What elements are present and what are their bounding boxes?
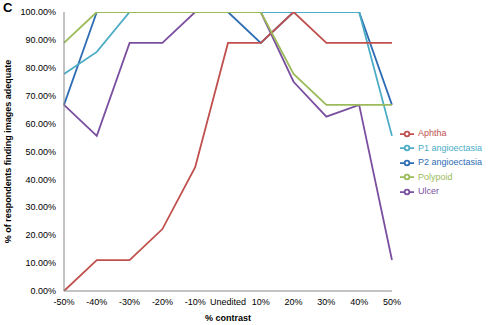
html-text:C: C: [3, 0, 13, 15]
svg-text:10%: 10%: [252, 297, 270, 307]
svg-text:20.00%: 20.00%: [25, 230, 56, 240]
svg-text:Unedited: Unedited: [210, 297, 246, 307]
svg-text:30.00%: 30.00%: [25, 202, 56, 212]
svg-text:0.00%: 0.00%: [30, 286, 56, 296]
svg-text:-30%: -30%: [119, 297, 140, 307]
svg-text:-40%: -40%: [86, 297, 107, 307]
svg-text:-10%: -10%: [185, 297, 206, 307]
html-text:Aphtha: Aphtha: [418, 127, 447, 138]
svg-text:50.00%: 50.00%: [25, 147, 56, 157]
svg-text:40.00%: 40.00%: [25, 175, 56, 185]
svg-text:80.00%: 80.00%: [25, 63, 56, 73]
html-text:Ulcer: Ulcer: [418, 186, 439, 197]
svg-text:100.00%: 100.00%: [20, 7, 56, 17]
svg-text:40%: 40%: [350, 297, 368, 307]
svg-text:-50%: -50%: [53, 297, 74, 307]
svg-text:% contrast: % contrast: [205, 313, 251, 323]
svg-text:70.00%: 70.00%: [25, 91, 56, 101]
svg-text:20%: 20%: [285, 297, 303, 307]
svg-text:-20%: -20%: [152, 297, 173, 307]
html-text:P1 angioectasia: P1 angioectasia: [418, 142, 482, 153]
svg-text:% of respondents finding image: % of respondents finding images adequate: [8, 60, 13, 244]
html-text:P2 angioectasia: P2 angioectasia: [418, 157, 482, 168]
html-text:Polypoid: Polypoid: [418, 171, 453, 182]
svg-text:50%: 50%: [383, 297, 401, 307]
svg-text:30%: 30%: [317, 297, 335, 307]
svg-text:10.00%: 10.00%: [25, 258, 56, 268]
svg-text:60.00%: 60.00%: [25, 119, 56, 129]
svg-text:90.00%: 90.00%: [25, 35, 56, 45]
